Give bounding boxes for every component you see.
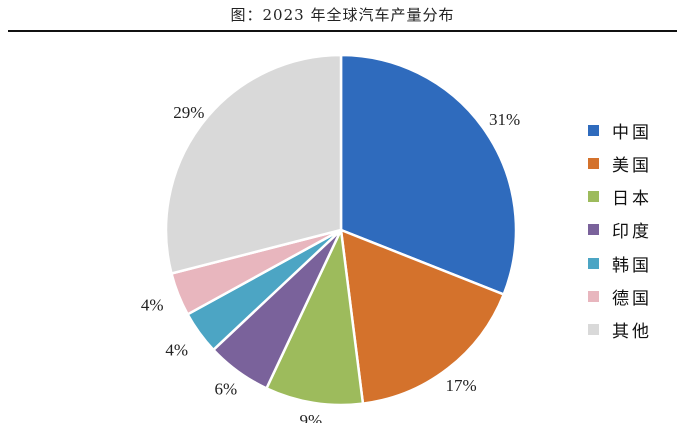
data-label: 9% (300, 411, 323, 423)
legend-item: 其他 (588, 320, 652, 343)
legend-item: 中国 (588, 120, 652, 143)
data-label: 6% (214, 380, 237, 399)
legend-label: 德国 (612, 289, 652, 309)
legend-item: 德国 (588, 287, 652, 309)
pie-slice-0 (339, 53, 518, 297)
legend-swatch (588, 191, 599, 203)
legend-label: 中国 (612, 122, 652, 143)
pie-slice-6 (164, 53, 343, 276)
legend-swatch (588, 324, 599, 336)
legend-swatch (588, 291, 599, 302)
data-label: 4% (165, 340, 188, 359)
data-label: 31% (489, 110, 520, 129)
legend-item: 日本 (588, 187, 652, 210)
legend-label: 美国 (612, 155, 652, 176)
data-label: 17% (446, 376, 477, 395)
pie-slice-1 (339, 228, 506, 406)
chart-title: 图：2023 年全球汽车产量分布 (230, 6, 455, 24)
legend-item: 美国 (588, 153, 652, 176)
legend-swatch (588, 157, 599, 169)
legend-label: 印度 (612, 222, 652, 243)
legend-label: 日本 (612, 189, 652, 210)
data-label: 29% (173, 103, 204, 122)
legend-item: 印度 (588, 220, 652, 243)
legend-swatch (588, 224, 599, 236)
data-label: 4% (141, 296, 164, 315)
legend-swatch (588, 124, 599, 136)
legend-item: 韩国 (588, 253, 652, 276)
title-divider (8, 30, 677, 32)
legend-swatch (588, 257, 599, 269)
legend-label: 其他 (612, 322, 652, 343)
legend-label: 韩国 (612, 255, 652, 276)
pie-slice-2 (264, 225, 365, 407)
